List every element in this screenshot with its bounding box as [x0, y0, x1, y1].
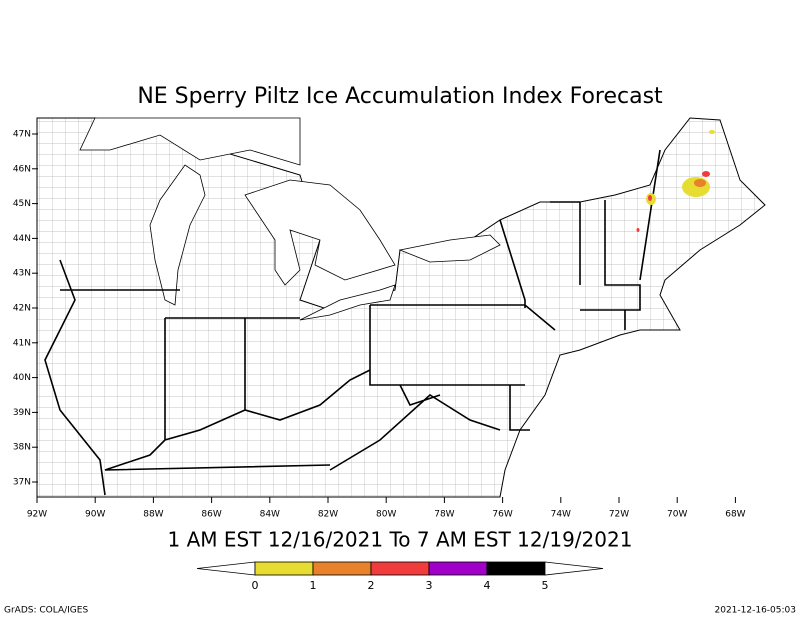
ice-area: [682, 177, 710, 197]
lat-label: 40N: [13, 373, 31, 383]
lon-label: 84W: [260, 510, 280, 520]
lat-label: 39N: [13, 408, 31, 418]
colorbar-tick-label: 5: [542, 579, 549, 592]
lon-label: 72W: [609, 510, 629, 520]
ice-area: [636, 228, 640, 232]
ice-area: [648, 195, 652, 201]
basemap: [36, 117, 766, 498]
lat-label: 38N: [13, 443, 31, 453]
lat-label: 43N: [13, 269, 31, 279]
colorbar-tick-label: 2: [368, 579, 375, 592]
lat-label: 41N: [13, 338, 31, 348]
lon-label: 82W: [318, 510, 338, 520]
colorbar-segment: [370, 561, 430, 576]
colorbar-segment: [254, 561, 314, 576]
colorbar-tick-label: 3: [426, 579, 433, 592]
lon-label: 78W: [434, 510, 454, 520]
lon-label: 70W: [667, 510, 687, 520]
lake-ontario: [398, 234, 501, 263]
lon-label: 92W: [27, 510, 47, 520]
lat-label: 46N: [13, 164, 31, 174]
ice-area: [702, 171, 710, 177]
colorbar-tick-label: 1: [310, 579, 317, 592]
lake-erie: [299, 284, 396, 321]
lake-huron: [244, 179, 396, 286]
lat-label: 37N: [13, 478, 31, 488]
colorbar-segment: [312, 561, 372, 576]
lon-label: 68W: [725, 510, 745, 520]
lat-label: 42N: [13, 304, 31, 314]
ice-area: [709, 130, 715, 134]
valid-period: 1 AM EST 12/16/2021 To 7 AM EST 12/19/20…: [168, 528, 633, 552]
ice-accumulation: [636, 130, 715, 232]
lon-label: 80W: [376, 510, 396, 520]
lat-label: 44N: [13, 234, 31, 244]
colorbar: 0 1 2 3 4 5: [196, 561, 604, 592]
lat-label: 45N: [13, 199, 31, 209]
lon-label: 86W: [201, 510, 221, 520]
lon-label: 88W: [143, 510, 163, 520]
lake-superior: [79, 117, 301, 166]
colorbar-tick-label: 4: [484, 579, 491, 592]
lat-label: 47N: [13, 130, 31, 140]
state-borders: [44, 149, 661, 496]
lake-michigan: [149, 164, 206, 306]
lon-label: 74W: [551, 510, 571, 520]
colorbar-segment: [428, 561, 488, 576]
lon-label: 90W: [85, 510, 105, 520]
ice-area: [694, 179, 706, 187]
colorbar-segment: [486, 561, 546, 576]
longitude-labels: 92W 90W 88W 86W 84W 82W 80W 78W 76W 74W 72W 70W 68W: [27, 497, 746, 520]
footer-timestamp: 2021-12-16-05:03: [715, 606, 797, 616]
latitude-labels: 47N 46N 45N 44N 43N 42N 41N 40N 39N 38N 37N: [13, 130, 38, 488]
map-title: NE Sperry Piltz Ice Accumulation Index F…: [137, 84, 663, 109]
lon-label: 76W: [492, 510, 512, 520]
footer-credit: GrADS: COLA/IGES: [4, 606, 88, 616]
colorbar-low-end: [196, 561, 256, 576]
colorbar-tick-label: 0: [252, 579, 259, 592]
colorbar-high-end: [544, 561, 604, 576]
